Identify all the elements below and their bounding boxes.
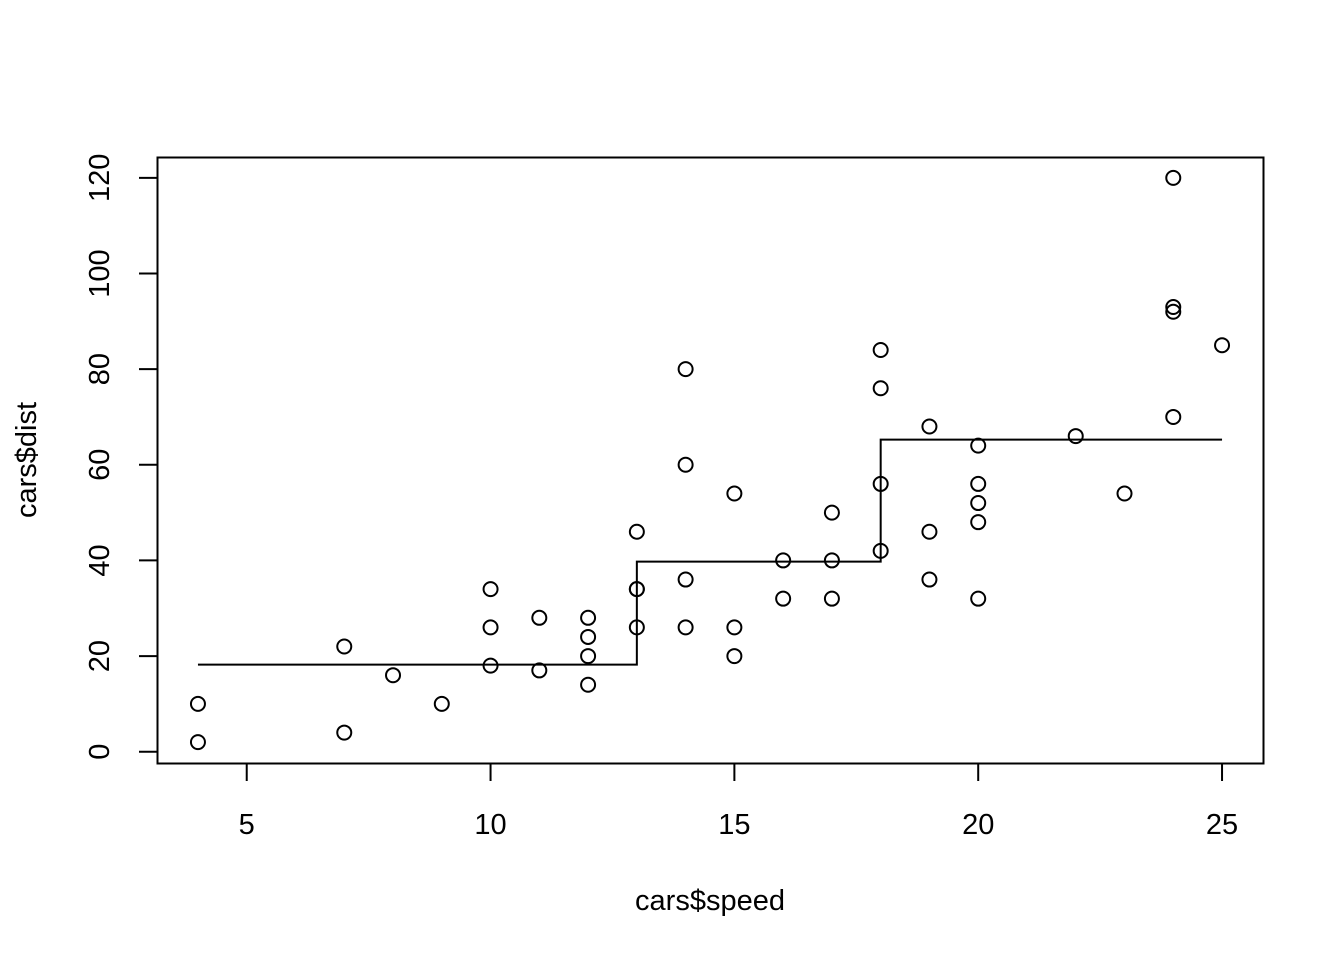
data-point [872, 542, 889, 559]
data-point [1165, 298, 1182, 315]
data-point [775, 552, 792, 569]
data-point [531, 609, 548, 626]
data-point [970, 495, 987, 512]
y-tick-label: 100 [84, 249, 116, 297]
data-point [872, 342, 889, 359]
data-point [726, 485, 743, 502]
plot-frame [156, 156, 1265, 765]
step-line [197, 438, 1223, 666]
data-point [970, 437, 987, 454]
data-point [677, 619, 694, 636]
data-point [872, 475, 889, 492]
data-point [677, 571, 694, 588]
data-point [336, 724, 353, 741]
data-point [433, 695, 450, 712]
data-point [336, 638, 353, 655]
data-point [677, 361, 694, 378]
data-point [580, 676, 597, 693]
y-axis: 0 20 40 60 80 100 120 [84, 154, 159, 760]
data-point [628, 619, 645, 636]
data-point [823, 552, 840, 569]
data-point [1165, 169, 1182, 186]
data-point [677, 456, 694, 473]
data-point [1165, 408, 1182, 425]
data-point [189, 734, 206, 751]
data-point [726, 619, 743, 636]
data-point [775, 590, 792, 607]
data-point [580, 609, 597, 626]
x-axis-label: cars$speed [635, 885, 785, 917]
data-point [726, 648, 743, 665]
points-layer [189, 169, 1231, 751]
data-point [1165, 303, 1182, 320]
data-point [1067, 428, 1084, 445]
data-point [823, 590, 840, 607]
data-point [823, 504, 840, 521]
y-tick-label: 40 [84, 544, 116, 576]
data-point [921, 523, 938, 540]
x-tick-label: 15 [718, 809, 750, 841]
data-point [921, 418, 938, 435]
y-tick-label: 20 [84, 640, 116, 672]
data-point [482, 581, 499, 598]
data-point [1116, 485, 1133, 502]
data-point [970, 475, 987, 492]
x-tick-label: 5 [239, 809, 255, 841]
data-point [385, 667, 402, 684]
y-tick-label: 60 [84, 449, 116, 481]
data-point [628, 523, 645, 540]
y-tick-label: 80 [84, 353, 116, 385]
x-axis: 5 10 15 20 25 [239, 762, 1238, 841]
step-line-layer [197, 438, 1223, 666]
data-point [531, 662, 548, 679]
data-point [189, 695, 206, 712]
data-point [482, 657, 499, 674]
data-point [970, 514, 987, 531]
x-tick-label: 20 [962, 809, 994, 841]
y-axis-label: cars$dist [11, 402, 43, 518]
data-point [872, 380, 889, 397]
y-tick-label: 120 [84, 154, 116, 202]
data-point [1214, 337, 1231, 354]
y-tick-label: 0 [84, 744, 116, 760]
x-tick-label: 25 [1206, 809, 1238, 841]
data-point [580, 648, 597, 665]
data-point [970, 590, 987, 607]
data-point [482, 619, 499, 636]
data-point [628, 581, 645, 598]
data-point [580, 628, 597, 645]
x-tick-label: 10 [474, 809, 506, 841]
data-point [921, 571, 938, 588]
